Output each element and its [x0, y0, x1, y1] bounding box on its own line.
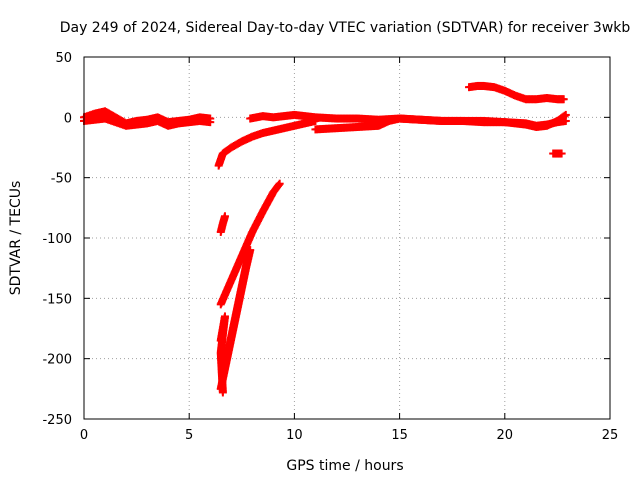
series-rising-curve	[214, 116, 320, 170]
series-lower-cluster	[216, 312, 229, 397]
y-tick-label: -150	[42, 292, 72, 307]
x-tick-label: 20	[497, 428, 514, 443]
x-tick-label: 0	[80, 428, 88, 443]
series-upper-arc	[465, 81, 568, 104]
data-points	[80, 81, 570, 397]
data-point	[275, 179, 284, 188]
y-tick-label: 50	[55, 51, 72, 66]
y-axis-label: SDTVAR / TECUs	[8, 181, 24, 296]
data-point	[206, 118, 215, 127]
x-tick-label: 15	[391, 428, 408, 443]
series-steep-line-c	[218, 252, 253, 381]
data-point	[561, 110, 570, 119]
y-tick-labels: -250 -200 -150 -100 -50 0 50	[42, 51, 72, 428]
series-steep-line-a	[216, 179, 284, 309]
series-short-segment	[216, 212, 229, 236]
x-tick-label: 5	[185, 428, 193, 443]
y-tick-label: -100	[42, 232, 72, 247]
y-tick-label: -50	[51, 172, 72, 187]
y-tick-label: -200	[42, 353, 72, 368]
data-point	[557, 149, 566, 158]
data-point	[244, 252, 253, 261]
series-early-band-lower	[80, 114, 215, 130]
y-tick-label: -250	[42, 413, 72, 428]
series-isolated-late	[549, 149, 566, 158]
data-point	[559, 95, 568, 104]
series-dip-band	[311, 110, 570, 134]
data-point	[218, 388, 227, 397]
y-tick-label: 0	[64, 111, 72, 126]
chart-title: Day 249 of 2024, Sidereal Day-to-day VTE…	[60, 20, 631, 36]
data-point	[246, 246, 255, 255]
plot-frame	[83, 56, 611, 420]
grid	[83, 56, 611, 420]
x-tick-label: 25	[602, 428, 619, 443]
x-axis-label: GPS time / hours	[286, 458, 403, 474]
x-tick-label: 10	[286, 428, 303, 443]
data-point	[220, 212, 229, 221]
x-tick-labels: 0 5 10 15 20 25	[80, 428, 618, 443]
